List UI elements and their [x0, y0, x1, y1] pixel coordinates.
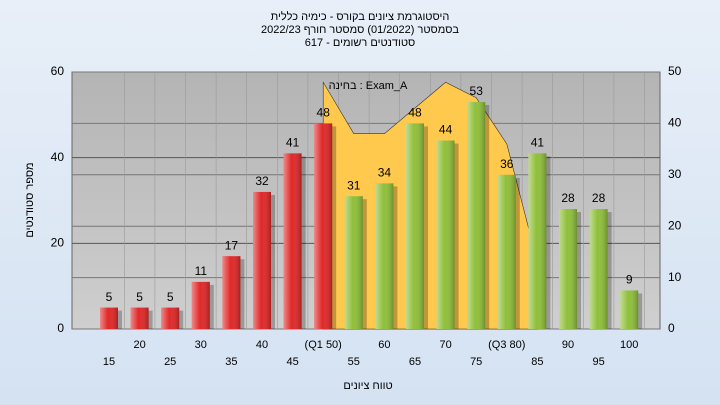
y2-tick-label: 30	[668, 167, 682, 181]
x-tick-label: 100	[620, 339, 638, 351]
y-tick-label: 60	[51, 64, 65, 78]
value-label: 5	[167, 290, 174, 304]
bar-shine	[375, 183, 394, 329]
bar-shine	[100, 307, 118, 329]
x-tick-label: 45	[286, 356, 298, 368]
x-tick-label: 40	[256, 339, 268, 351]
x-tick-label: (Q3 80)	[488, 339, 525, 351]
y-tick-label: 20	[51, 236, 65, 250]
chart-subtitle: סטודנטים רשומים - 617	[305, 37, 416, 49]
y2-tick-label: 10	[668, 270, 682, 284]
value-label: 5	[106, 290, 113, 304]
y2-tick-label: 50	[668, 64, 682, 78]
value-label: 41	[531, 136, 545, 150]
value-label: 48	[408, 106, 422, 120]
bar-shine	[191, 281, 210, 329]
x-tick-label: 25	[164, 356, 176, 368]
bar-shine	[283, 153, 302, 329]
x-axis-label: טווח ציונים	[343, 380, 392, 392]
y2-tick-label: 0	[668, 321, 675, 335]
bar-shine	[528, 153, 547, 329]
x-tick-label: 90	[562, 339, 574, 351]
x-tick-label: 20	[133, 339, 145, 351]
x-tick-label: 35	[225, 356, 237, 368]
x-tick-label: 95	[592, 356, 604, 368]
y2-tick-label: 20	[668, 218, 682, 232]
chart-title: היסטוגרמת ציונים בקורס - כימיה כללית	[271, 10, 450, 23]
annotation: בחינה : Exam_A	[329, 80, 408, 92]
y-tick-label: 40	[51, 150, 65, 164]
value-label: 9	[626, 273, 633, 287]
x-tick-label: (Q1 50)	[305, 339, 342, 351]
value-label: 31	[347, 178, 361, 192]
bar-shine	[222, 256, 241, 329]
x-tick-label: 65	[409, 356, 421, 368]
value-label: 28	[592, 191, 606, 205]
x-tick-label: 85	[531, 356, 543, 368]
x-tick-label: 75	[470, 356, 482, 368]
value-label: 53	[470, 84, 484, 98]
bar-shine	[467, 101, 486, 329]
value-label: 44	[439, 123, 453, 137]
value-label: 34	[378, 166, 392, 180]
bar-shine	[620, 290, 639, 329]
bar-shine	[314, 123, 333, 330]
bar-shine	[589, 209, 608, 329]
x-tick-label: 70	[439, 339, 451, 351]
value-label: 5	[136, 290, 143, 304]
x-tick-label: 60	[378, 339, 390, 351]
bar-shine	[344, 196, 363, 329]
value-label: 32	[255, 174, 269, 188]
value-label: 28	[561, 191, 575, 205]
x-tick-label: 15	[103, 356, 115, 368]
value-label: 41	[286, 136, 300, 150]
bar-shine	[559, 209, 577, 329]
y2-tick-label: 40	[668, 116, 682, 130]
value-label: 36	[500, 157, 514, 171]
x-tick-label: 55	[348, 356, 360, 368]
value-label: 11	[195, 264, 208, 278]
bar-shine	[130, 307, 149, 329]
bar-shine	[253, 191, 271, 329]
chart-subtitle: בסמסטר (01/2022) סמסטר חורף 2022/23	[261, 24, 459, 36]
bar-shine	[161, 307, 180, 329]
value-label: 17	[225, 238, 239, 252]
x-tick-label: 30	[195, 339, 207, 351]
y-axis-label: מספר סטודנטים	[24, 162, 36, 237]
y-tick-label: 0	[57, 321, 64, 335]
bar-shine	[406, 123, 424, 330]
bar-shine	[436, 140, 455, 329]
value-label: 48	[317, 106, 331, 120]
bar-shine	[497, 174, 516, 329]
